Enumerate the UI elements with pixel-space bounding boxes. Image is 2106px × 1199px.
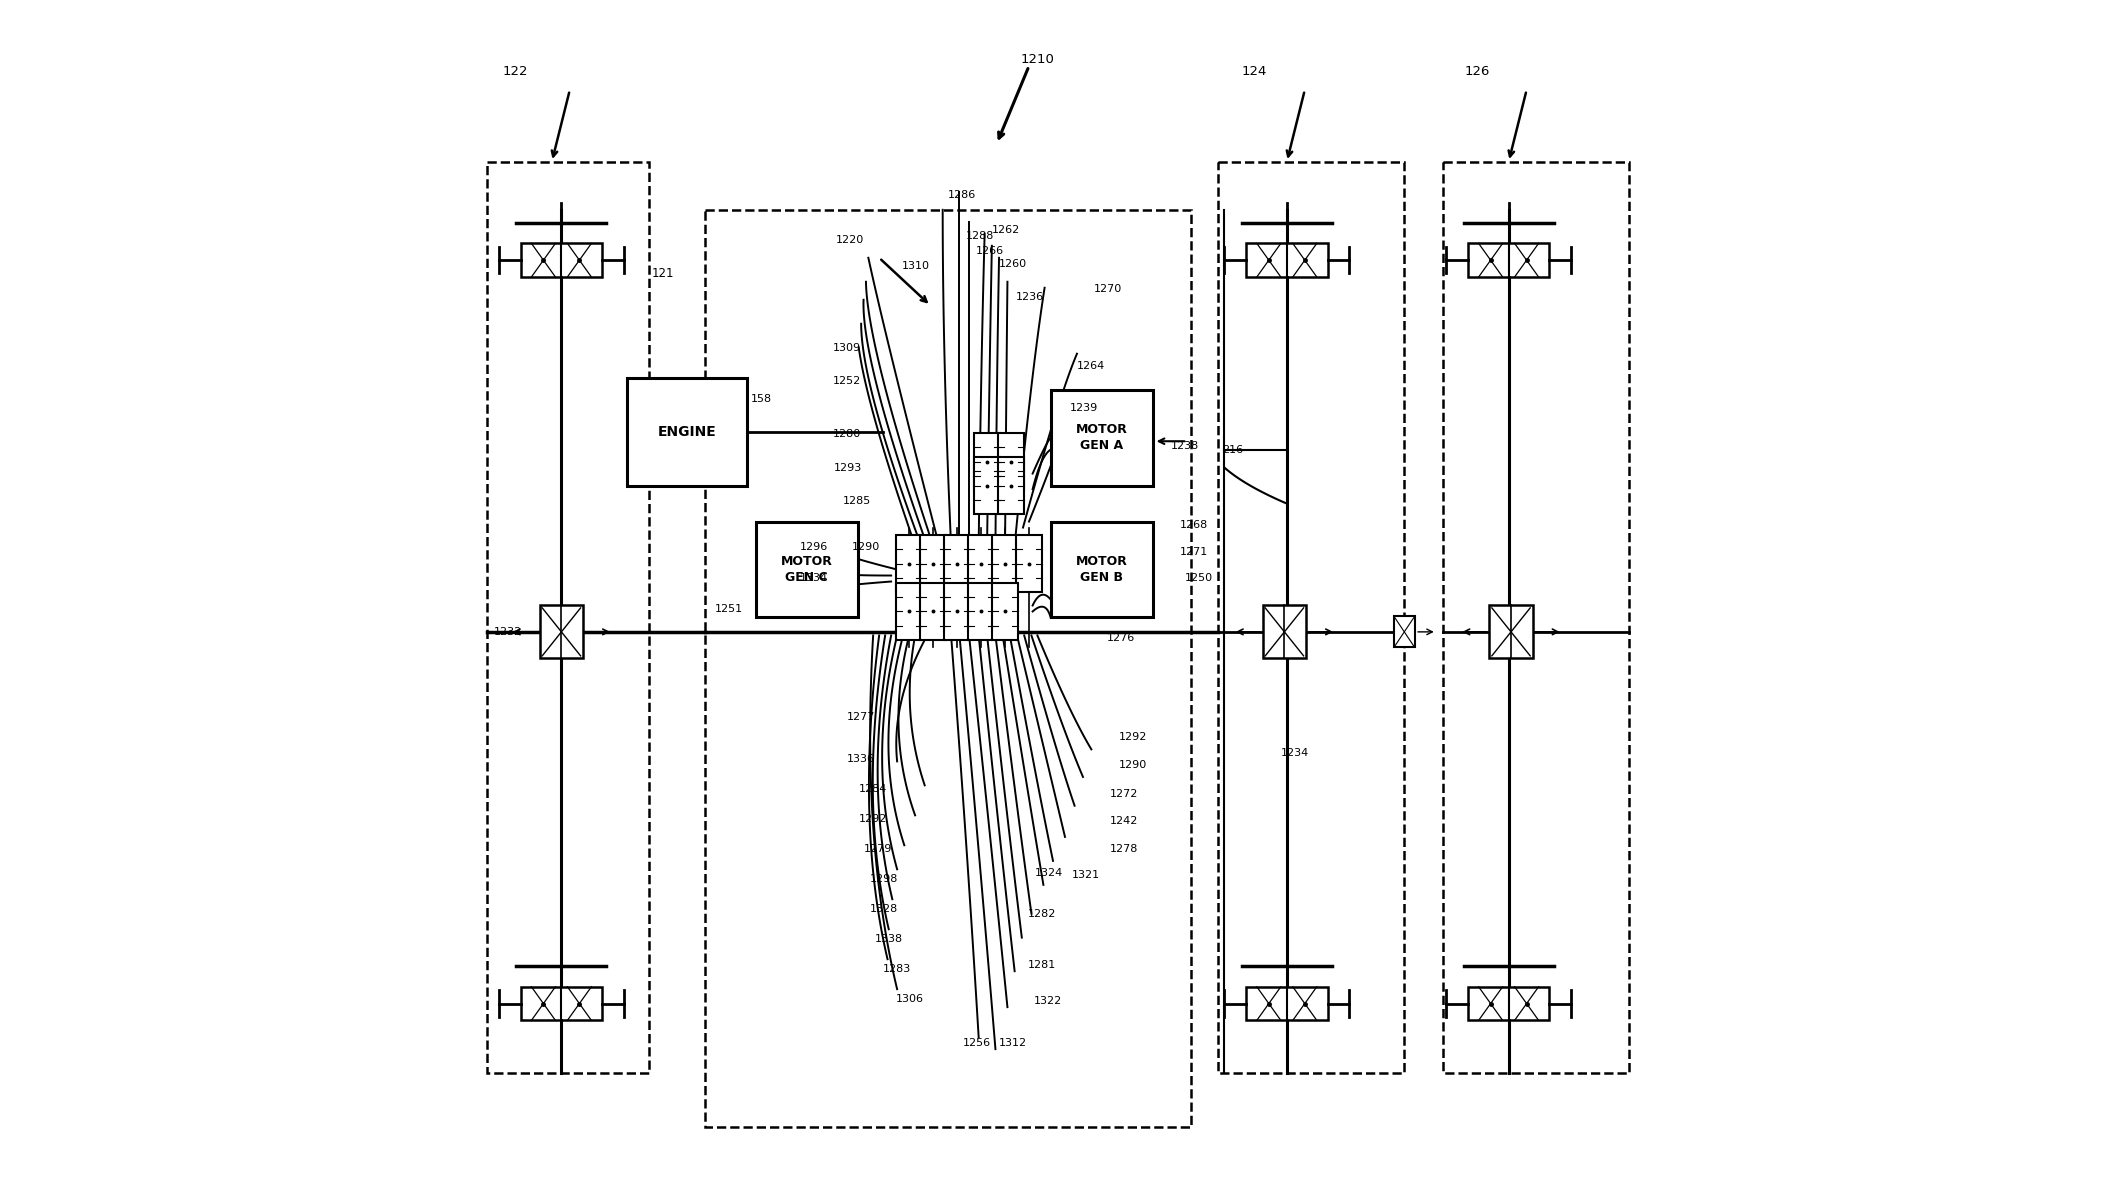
Bar bbox=[969, 535, 994, 592]
Text: 1276: 1276 bbox=[1108, 633, 1135, 643]
Bar bbox=[1394, 616, 1415, 647]
Text: 1252: 1252 bbox=[832, 376, 861, 386]
Bar bbox=[1468, 987, 1550, 1020]
Text: 1284: 1284 bbox=[859, 784, 887, 794]
Text: 158: 158 bbox=[752, 394, 773, 404]
Text: 1268: 1268 bbox=[1179, 520, 1209, 530]
Text: 1264: 1264 bbox=[1076, 361, 1106, 370]
Text: 1238: 1238 bbox=[1171, 441, 1198, 451]
Text: 1298: 1298 bbox=[870, 874, 897, 884]
Bar bbox=[520, 243, 602, 277]
Text: 122: 122 bbox=[503, 66, 529, 78]
Bar bbox=[992, 583, 1017, 640]
Text: 1286: 1286 bbox=[948, 191, 975, 200]
Text: 1271: 1271 bbox=[1179, 547, 1209, 556]
Bar bbox=[539, 605, 583, 658]
Text: 1272: 1272 bbox=[1110, 789, 1137, 799]
Bar bbox=[706, 210, 1190, 1127]
Text: 1251: 1251 bbox=[714, 604, 743, 614]
Text: 1336: 1336 bbox=[847, 754, 874, 764]
Text: 1242: 1242 bbox=[1110, 817, 1137, 826]
Text: 1279: 1279 bbox=[863, 844, 893, 854]
Text: 1321: 1321 bbox=[1072, 870, 1099, 880]
Text: 1293: 1293 bbox=[834, 463, 861, 472]
Bar bbox=[973, 457, 1000, 514]
Text: 1322: 1322 bbox=[1034, 996, 1061, 1006]
Text: 1250: 1250 bbox=[1186, 573, 1213, 583]
Text: 1283: 1283 bbox=[882, 964, 912, 974]
Text: 1282: 1282 bbox=[1028, 909, 1057, 918]
Bar bbox=[920, 583, 946, 640]
Bar bbox=[1264, 605, 1306, 658]
Bar bbox=[943, 583, 971, 640]
Text: 1334: 1334 bbox=[800, 573, 828, 583]
Text: 216: 216 bbox=[1221, 445, 1243, 454]
Text: 1324: 1324 bbox=[1034, 868, 1064, 878]
Text: 1220: 1220 bbox=[836, 235, 863, 245]
Bar bbox=[486, 162, 649, 1073]
Bar bbox=[1489, 605, 1533, 658]
Text: 1270: 1270 bbox=[1093, 284, 1122, 294]
Text: 1328: 1328 bbox=[870, 904, 897, 914]
Text: 1290: 1290 bbox=[1118, 760, 1148, 770]
Text: 1210: 1210 bbox=[1021, 54, 1055, 66]
Text: MOTOR
GEN B: MOTOR GEN B bbox=[1076, 555, 1127, 584]
Bar bbox=[628, 378, 748, 486]
Bar bbox=[1468, 243, 1550, 277]
Text: 1285: 1285 bbox=[842, 496, 872, 506]
Text: 1262: 1262 bbox=[992, 225, 1019, 235]
Bar bbox=[895, 535, 922, 592]
Text: 1234: 1234 bbox=[1280, 748, 1310, 758]
Bar bbox=[998, 457, 1024, 514]
Text: MOTOR
GEN C: MOTOR GEN C bbox=[781, 555, 832, 584]
Text: 124: 124 bbox=[1240, 66, 1266, 78]
Bar bbox=[1051, 522, 1152, 617]
Text: 1292: 1292 bbox=[859, 814, 887, 824]
Bar bbox=[973, 433, 1000, 490]
Text: 1277: 1277 bbox=[847, 712, 876, 722]
Text: 1232: 1232 bbox=[495, 627, 522, 637]
Text: 1292: 1292 bbox=[1118, 733, 1148, 742]
Text: 126: 126 bbox=[1464, 66, 1489, 78]
Text: 1260: 1260 bbox=[998, 259, 1028, 269]
Bar bbox=[969, 583, 994, 640]
Bar bbox=[1015, 535, 1042, 592]
Bar bbox=[1051, 390, 1152, 486]
Text: 1312: 1312 bbox=[998, 1038, 1028, 1048]
Bar bbox=[1247, 987, 1327, 1020]
Text: MOTOR
GEN A: MOTOR GEN A bbox=[1076, 423, 1127, 452]
Bar bbox=[920, 535, 946, 592]
Text: 1239: 1239 bbox=[1070, 403, 1097, 412]
Text: 1290: 1290 bbox=[851, 542, 880, 552]
Text: 1266: 1266 bbox=[977, 246, 1005, 255]
Text: 1288: 1288 bbox=[965, 231, 994, 241]
Text: 1278: 1278 bbox=[1110, 844, 1137, 854]
Bar bbox=[895, 583, 922, 640]
Text: 1306: 1306 bbox=[895, 994, 925, 1004]
Bar bbox=[998, 433, 1024, 490]
Text: 1256: 1256 bbox=[962, 1038, 992, 1048]
Bar bbox=[1247, 243, 1327, 277]
Bar bbox=[1443, 162, 1628, 1073]
Bar bbox=[943, 535, 971, 592]
Bar bbox=[520, 987, 602, 1020]
Text: 1236: 1236 bbox=[1015, 293, 1045, 302]
Bar bbox=[1219, 162, 1405, 1073]
Text: 1309: 1309 bbox=[832, 343, 861, 353]
Text: 1296: 1296 bbox=[800, 542, 828, 552]
Text: 1310: 1310 bbox=[901, 261, 931, 271]
Text: 1281: 1281 bbox=[1028, 960, 1055, 970]
Text: 1338: 1338 bbox=[874, 934, 903, 944]
Text: 1280: 1280 bbox=[832, 429, 861, 439]
Bar bbox=[756, 522, 857, 617]
Text: 121: 121 bbox=[651, 267, 674, 279]
Bar bbox=[992, 535, 1017, 592]
Text: ENGINE: ENGINE bbox=[657, 424, 716, 439]
